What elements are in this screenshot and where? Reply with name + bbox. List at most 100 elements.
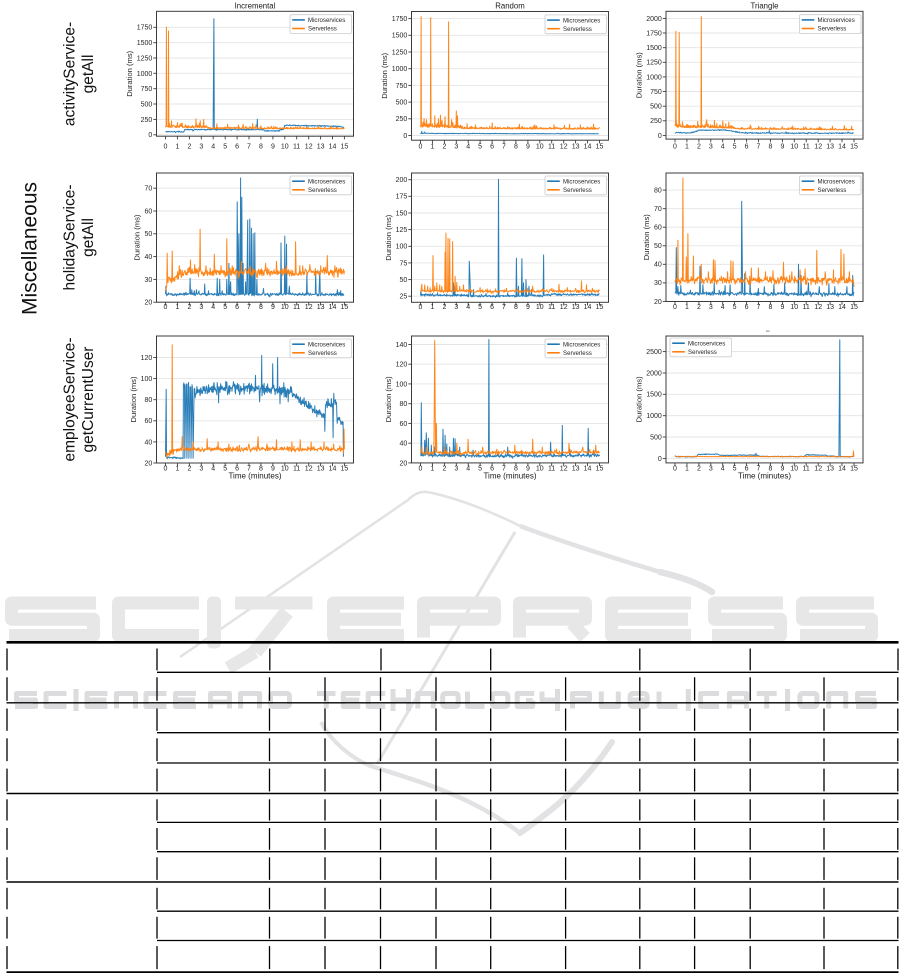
svg-text:8: 8	[514, 304, 518, 311]
svg-text:100: 100	[396, 244, 408, 251]
svg-text:20: 20	[400, 460, 408, 467]
svg-text:30: 30	[145, 277, 153, 284]
svg-text:15: 15	[341, 465, 349, 472]
svg-text:150: 150	[396, 210, 408, 217]
svg-text:12: 12	[814, 143, 822, 150]
svg-text:0: 0	[164, 304, 168, 311]
svg-text:70: 70	[145, 186, 153, 193]
svg-text:1000: 1000	[392, 66, 408, 73]
svg-text:100: 100	[141, 376, 153, 383]
svg-text:0: 0	[673, 465, 677, 472]
svg-text:0: 0	[658, 133, 662, 140]
svg-text:8: 8	[259, 465, 263, 472]
svg-text:10: 10	[281, 304, 289, 311]
svg-text:Serverless: Serverless	[308, 26, 337, 33]
svg-text:11: 11	[548, 143, 555, 150]
svg-text:2: 2	[697, 143, 701, 150]
svg-text:Microservices: Microservices	[563, 178, 600, 185]
svg-text:13: 13	[572, 465, 580, 472]
svg-text:40: 40	[145, 254, 153, 261]
svg-text:10: 10	[536, 143, 544, 150]
svg-text:Serverless: Serverless	[308, 187, 337, 194]
svg-text:7: 7	[247, 465, 251, 472]
svg-text:750: 750	[650, 89, 662, 96]
svg-text:Serverless: Serverless	[818, 26, 847, 33]
svg-text:9: 9	[271, 304, 275, 311]
svg-text:1750: 1750	[137, 25, 153, 32]
svg-text:140: 140	[396, 342, 408, 349]
svg-text:1250: 1250	[646, 60, 662, 67]
svg-text:7: 7	[757, 304, 761, 311]
svg-text:13: 13	[826, 304, 834, 311]
svg-text:40: 40	[400, 441, 408, 448]
svg-text:5: 5	[223, 465, 227, 472]
svg-text:14: 14	[584, 304, 592, 311]
svg-text:9: 9	[780, 465, 784, 472]
svg-text:20: 20	[654, 299, 662, 306]
svg-text:15: 15	[341, 143, 349, 150]
svg-text:200: 200	[396, 177, 408, 184]
svg-text:13: 13	[826, 143, 834, 150]
svg-text:60: 60	[145, 418, 153, 425]
svg-text:0: 0	[658, 456, 662, 463]
svg-text:250: 250	[396, 116, 408, 123]
svg-text:4: 4	[211, 465, 215, 472]
svg-text:1: 1	[175, 304, 179, 311]
svg-text:Duration (ms): Duration (ms)	[380, 52, 389, 98]
svg-text:1750: 1750	[392, 16, 408, 23]
svg-text:30: 30	[654, 280, 662, 287]
svg-text:25: 25	[400, 294, 408, 301]
svg-text:4: 4	[721, 143, 725, 150]
svg-text:12: 12	[305, 143, 313, 150]
svg-text:12: 12	[305, 304, 313, 311]
svg-text:60: 60	[654, 225, 662, 232]
svg-text:13: 13	[572, 304, 580, 311]
svg-text:1750: 1750	[646, 30, 662, 37]
svg-text:15: 15	[596, 465, 604, 472]
svg-text:50: 50	[654, 243, 662, 250]
svg-text:7: 7	[247, 143, 251, 150]
svg-text:40: 40	[654, 262, 662, 269]
svg-text:0: 0	[419, 465, 423, 472]
svg-text:Duration (ms): Duration (ms)	[125, 50, 134, 96]
svg-text:4: 4	[211, 143, 215, 150]
svg-text:5: 5	[478, 465, 482, 472]
svg-text:5: 5	[478, 143, 482, 150]
svg-text:9: 9	[780, 304, 784, 311]
svg-text:14: 14	[329, 304, 337, 311]
svg-text:15: 15	[850, 465, 858, 472]
svg-text:6: 6	[745, 143, 749, 150]
svg-text:1: 1	[685, 143, 689, 150]
svg-text:14: 14	[838, 304, 846, 311]
svg-text:2: 2	[442, 143, 446, 150]
svg-text:13: 13	[826, 465, 834, 472]
svg-text:250: 250	[141, 117, 153, 124]
svg-text:100: 100	[396, 381, 408, 388]
svg-text:15: 15	[850, 304, 858, 311]
svg-text:10: 10	[536, 304, 544, 311]
svg-text:80: 80	[400, 401, 408, 408]
svg-text:40: 40	[145, 439, 153, 446]
svg-text:8: 8	[768, 304, 772, 311]
svg-text:8: 8	[514, 465, 518, 472]
svg-text:14: 14	[329, 143, 337, 150]
svg-text:0: 0	[419, 143, 423, 150]
svg-text:7: 7	[757, 143, 761, 150]
svg-text:10: 10	[536, 465, 544, 472]
svg-text:6: 6	[235, 465, 239, 472]
svg-text:175: 175	[396, 194, 408, 201]
svg-text:5: 5	[733, 143, 737, 150]
svg-text:1250: 1250	[392, 49, 408, 56]
svg-text:70: 70	[654, 206, 662, 213]
svg-text:9: 9	[271, 143, 275, 150]
svg-text:5: 5	[733, 304, 737, 311]
svg-text:6: 6	[745, 304, 749, 311]
svg-text:14: 14	[838, 465, 846, 472]
svg-text:2: 2	[442, 304, 446, 311]
svg-text:80: 80	[654, 188, 662, 195]
svg-text:1: 1	[430, 143, 434, 150]
svg-text:4: 4	[721, 304, 725, 311]
svg-text:1: 1	[175, 465, 179, 472]
svg-text:2000: 2000	[646, 16, 662, 23]
svg-text:75: 75	[400, 260, 408, 267]
